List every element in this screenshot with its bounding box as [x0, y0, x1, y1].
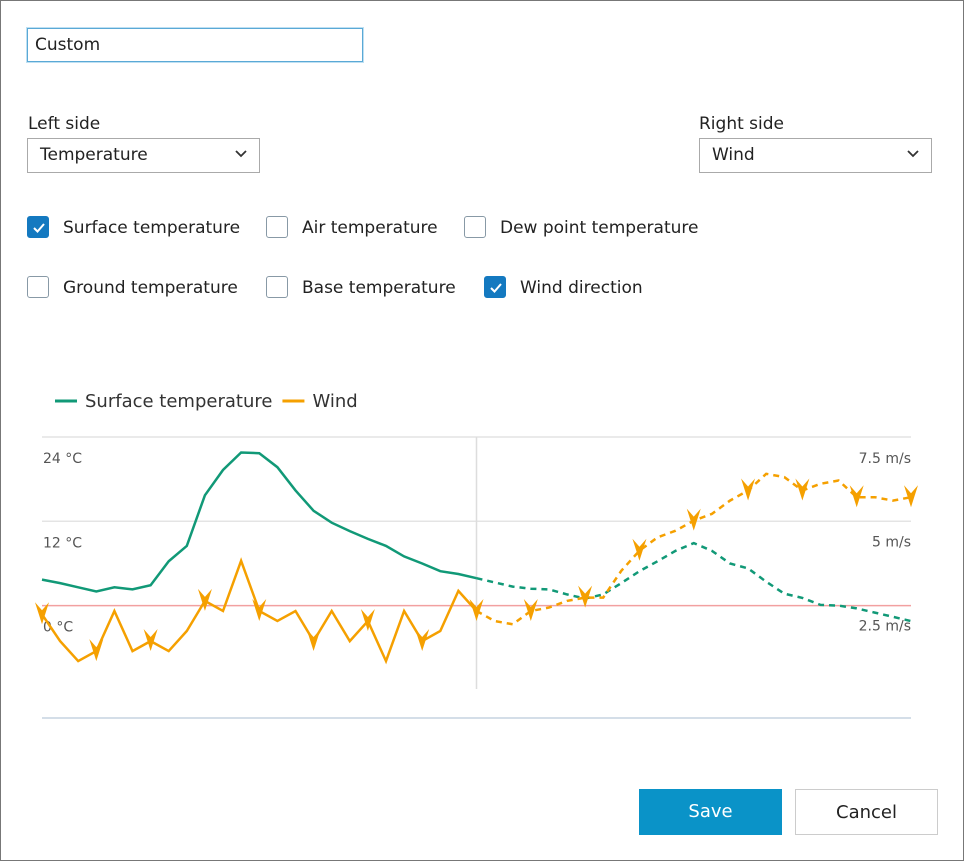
checkbox-box	[484, 276, 506, 298]
wind-direction-arrow	[89, 639, 104, 662]
wind-direction-arrow	[849, 485, 864, 508]
left-side-select[interactable]: Temperature	[27, 138, 260, 173]
select-value: Wind	[712, 145, 755, 165]
checkbox-box	[27, 216, 49, 238]
wind-direction-arrow	[523, 598, 538, 621]
wind-direction-arrow	[415, 629, 430, 652]
checkbox-label: Base temperature	[302, 278, 456, 298]
line-forecast	[475, 472, 912, 626]
line-observed	[41, 451, 477, 593]
checkbox[interactable]: Surface temperature	[27, 215, 240, 241]
wind-direction-arrow	[741, 478, 756, 501]
check-mark	[33, 223, 45, 233]
checkbox-box	[266, 276, 288, 298]
wind-direction-arrow	[252, 598, 267, 621]
checkbox[interactable]: Ground temperature	[27, 275, 238, 301]
left-side-label: Left side	[28, 114, 101, 134]
line-forecast	[476, 541, 912, 623]
checkbox-label: Air temperature	[302, 218, 438, 238]
wind-direction-arrow	[632, 538, 647, 561]
y2-tick-label: 5 m/s	[872, 535, 911, 551]
y-tick-label: 0 °C	[43, 620, 73, 636]
y2-tick-label: 2.5 m/s	[859, 618, 911, 634]
save-button[interactable]: Save	[639, 789, 782, 835]
legend-label: Wind	[312, 391, 357, 412]
select-value: Temperature	[40, 145, 148, 165]
checkbox-label: Wind direction	[520, 278, 643, 298]
legend-label: Surface temperature	[85, 391, 272, 412]
wind-direction-arrow	[578, 585, 593, 608]
wind-direction-arrow	[197, 588, 212, 611]
checkbox-label: Ground temperature	[63, 278, 238, 298]
chevron	[907, 150, 919, 158]
checkbox-box	[266, 216, 288, 238]
right-side-label: Right side	[699, 114, 784, 134]
wind-direction-arrow	[360, 608, 375, 631]
wind-direction-arrow	[306, 629, 321, 652]
wind-direction-arrow	[686, 508, 701, 531]
right-side-select[interactable]: Wind	[699, 138, 932, 173]
name-input[interactable]: Custom	[27, 28, 363, 62]
checkbox-box	[27, 276, 49, 298]
checkbox[interactable]: Air temperature	[266, 215, 438, 241]
checkbox[interactable]: Base temperature	[266, 275, 456, 301]
checkbox-label: Dew point temperature	[500, 218, 699, 238]
checkbox[interactable]: Wind direction	[484, 275, 643, 301]
y-tick-label: 12 °C	[43, 535, 82, 551]
checkbox[interactable]: Dew point temperature	[464, 215, 698, 241]
line-observed	[40, 557, 478, 665]
y2-tick-label: 7.5 m/s	[859, 451, 911, 467]
wind-direction-arrow	[35, 602, 49, 625]
check-mark	[490, 283, 502, 293]
wind-direction-arrow	[143, 629, 158, 652]
wind-direction-arrow	[795, 478, 810, 501]
chevron	[235, 150, 247, 158]
cancel-button[interactable]: Cancel	[795, 789, 938, 835]
wind-direction-arrow	[469, 598, 484, 621]
checkbox-label: Surface temperature	[63, 218, 241, 238]
y-tick-label: 24 °C	[43, 451, 82, 467]
wind-direction-arrow	[904, 485, 918, 508]
checkbox-box	[464, 216, 486, 238]
